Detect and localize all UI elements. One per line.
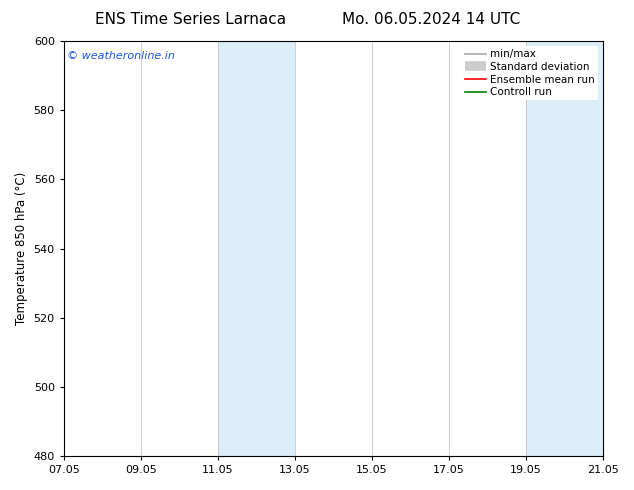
Text: © weatheronline.in: © weatheronline.in [67, 51, 174, 61]
Text: Mo. 06.05.2024 14 UTC: Mo. 06.05.2024 14 UTC [342, 12, 521, 27]
Bar [526, 41, 603, 456]
Legend: min/max, Standard deviation, Ensemble mean run, Controll run: min/max, Standard deviation, Ensemble me… [462, 46, 598, 100]
Bar [218, 41, 295, 456]
Text: ENS Time Series Larnaca: ENS Time Series Larnaca [94, 12, 286, 27]
Y-axis label: Temperature 850 hPa (°C): Temperature 850 hPa (°C) [15, 172, 28, 325]
